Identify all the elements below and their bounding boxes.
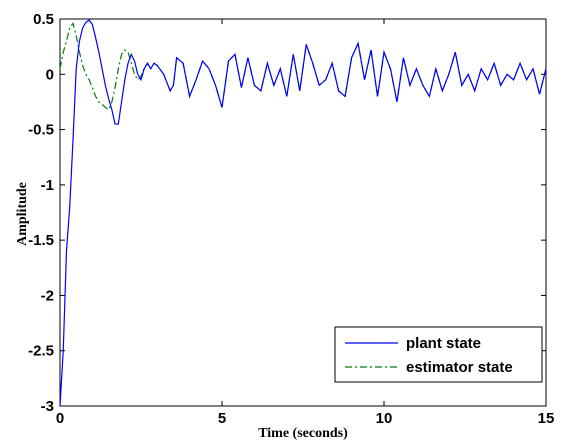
y-tick-label: -1 [41,177,54,194]
y-tick-label: -2.5 [28,343,54,360]
y-axis-ticks: -3 -2.5 -2 -1.5 -1 -0.5 0 0.5 [28,11,546,415]
y-tick-label: -3 [41,398,54,415]
series-line-plant-state [59,19,547,407]
y-tick-label: -0.5 [28,122,54,139]
legend-label-estimator-state: estimator state [406,359,513,376]
y-tick-label: -2 [41,287,54,304]
x-tick-label: 5 [218,410,226,427]
y-axis-label: Amplitude [15,182,30,246]
y-tick-label: 0 [46,66,54,83]
y-tick-label: 0.5 [33,11,54,28]
x-tick-label: 10 [376,410,393,427]
x-tick-label: 0 [56,410,64,427]
legend: plant state estimator state [334,326,543,383]
legend-label-plant-state: plant state [406,335,481,352]
legend-box [334,326,543,383]
series-layer [59,19,547,407]
x-tick-label: 15 [538,410,555,427]
y-tick-label: -1.5 [28,232,54,249]
x-axis-label: Time (seconds) [258,426,348,440]
